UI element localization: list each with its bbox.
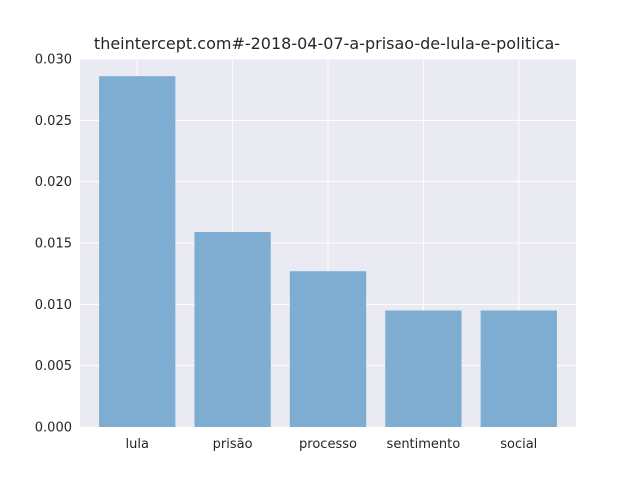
x-tick-label: sentimento xyxy=(387,437,461,452)
bar-4 xyxy=(480,310,557,427)
bar-2 xyxy=(289,271,367,427)
y-axis-ticks: 0.000 0.005 0.010 0.015 0.020 0.025 0.030 xyxy=(35,53,72,436)
bar-0 xyxy=(99,76,176,427)
chart-title: theintercept.com#-2018-04-07-a-prisao-de… xyxy=(94,34,560,53)
y-tick-label: 0.015 xyxy=(35,237,72,252)
x-tick-label: lula xyxy=(126,437,149,452)
bar-3 xyxy=(385,310,462,427)
bar-1 xyxy=(194,231,271,427)
x-tick-label: prisão xyxy=(213,437,253,452)
x-tick-label: processo xyxy=(299,437,357,452)
y-tick-label: 0.025 xyxy=(35,114,72,129)
x-axis-ticks: lula prisão processo sentimento social xyxy=(126,437,538,452)
y-tick-label: 0.030 xyxy=(35,53,72,68)
y-tick-label: 0.000 xyxy=(35,421,72,436)
y-tick-label: 0.010 xyxy=(35,298,72,313)
x-tick-label: social xyxy=(500,437,537,452)
y-tick-label: 0.020 xyxy=(35,175,72,190)
bars xyxy=(99,76,557,427)
y-tick-label: 0.005 xyxy=(35,359,72,374)
